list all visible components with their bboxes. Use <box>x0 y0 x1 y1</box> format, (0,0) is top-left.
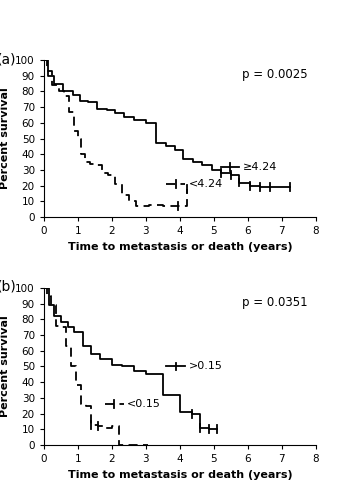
Y-axis label: Percent survival: Percent survival <box>0 88 10 190</box>
X-axis label: Time to metastasis or death (years): Time to metastasis or death (years) <box>68 470 292 480</box>
Text: ≥4.24: ≥4.24 <box>243 162 277 172</box>
Text: (a): (a) <box>0 52 16 66</box>
Text: <4.24: <4.24 <box>188 179 223 189</box>
Y-axis label: Percent survival: Percent survival <box>0 316 10 418</box>
X-axis label: Time to metastasis or death (years): Time to metastasis or death (years) <box>68 242 292 252</box>
Text: <0.15: <0.15 <box>127 399 161 409</box>
Text: (b): (b) <box>0 280 16 294</box>
Text: p = 0.0025: p = 0.0025 <box>242 68 308 81</box>
Text: >0.15: >0.15 <box>188 362 222 372</box>
Text: p = 0.0351: p = 0.0351 <box>242 296 308 308</box>
